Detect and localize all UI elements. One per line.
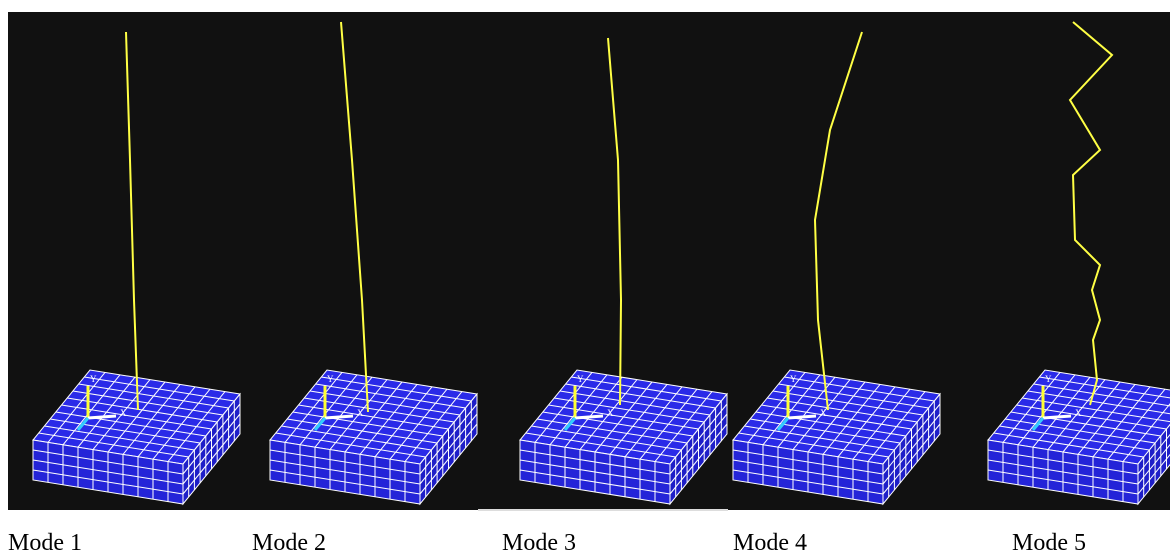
triad-x <box>1043 416 1071 418</box>
triad-label: X <box>820 408 827 418</box>
triad-x <box>325 416 353 418</box>
triad-label: X <box>1075 408 1082 418</box>
triad-label: Y <box>90 374 97 384</box>
triad-label: Y <box>1045 374 1052 384</box>
viewport: Y X Y X Y X Y X Y X <box>0 0 1170 520</box>
triad-x <box>88 416 116 418</box>
triad-label: X <box>120 408 127 418</box>
triad-label: Y <box>790 374 797 384</box>
triad-label: X <box>357 408 364 418</box>
caption: Mode 3 <box>502 530 576 557</box>
figure: Y X Y X Y X Y X Y X Mode 1 Mode 2 Mode 3 Mode 4 M… <box>0 0 1170 560</box>
caption: Mode 5 <box>1012 530 1086 557</box>
caption: Mode 1 <box>8 530 82 557</box>
triad-label: X <box>607 408 614 418</box>
triad-label: Y <box>327 374 334 384</box>
caption: Mode 2 <box>252 530 326 557</box>
triad-x <box>575 416 603 418</box>
caption: Mode 4 <box>733 530 807 557</box>
triad-x <box>788 416 816 418</box>
triad-label: Y <box>577 374 584 384</box>
